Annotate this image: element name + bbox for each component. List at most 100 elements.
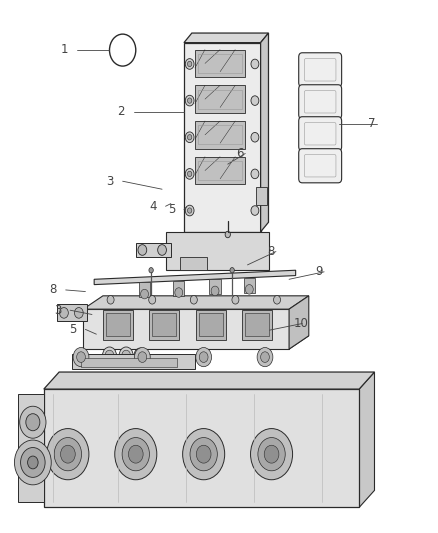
Polygon shape — [83, 309, 289, 349]
Circle shape — [261, 352, 269, 362]
Text: 1: 1 — [60, 43, 68, 56]
Circle shape — [54, 438, 81, 471]
Circle shape — [134, 348, 146, 363]
Circle shape — [20, 406, 46, 438]
Circle shape — [273, 295, 281, 304]
FancyBboxPatch shape — [299, 53, 342, 87]
Bar — [180, 257, 207, 270]
Circle shape — [110, 34, 136, 66]
Circle shape — [251, 96, 259, 106]
Circle shape — [115, 429, 157, 480]
Bar — [149, 310, 179, 340]
Circle shape — [107, 295, 114, 304]
Circle shape — [158, 245, 166, 255]
Polygon shape — [57, 304, 87, 321]
Circle shape — [128, 445, 143, 463]
Bar — [139, 282, 150, 297]
Circle shape — [185, 95, 194, 106]
Text: 9: 9 — [315, 265, 323, 278]
Bar — [81, 358, 177, 367]
Circle shape — [47, 429, 89, 480]
Bar — [173, 281, 184, 296]
Text: 7: 7 — [368, 117, 375, 130]
Circle shape — [187, 61, 192, 67]
Circle shape — [257, 348, 273, 367]
Circle shape — [138, 352, 147, 362]
Circle shape — [251, 429, 293, 480]
Bar — [244, 278, 255, 293]
Circle shape — [134, 348, 150, 367]
Polygon shape — [166, 232, 269, 270]
Circle shape — [138, 245, 147, 255]
FancyBboxPatch shape — [299, 117, 342, 151]
Polygon shape — [94, 270, 296, 285]
Bar — [195, 121, 245, 149]
Circle shape — [251, 206, 259, 215]
Circle shape — [264, 445, 279, 463]
Circle shape — [141, 289, 148, 299]
Circle shape — [187, 208, 192, 213]
Circle shape — [251, 133, 259, 142]
Circle shape — [185, 132, 194, 143]
Bar — [72, 354, 195, 369]
Text: 3: 3 — [54, 304, 61, 317]
Bar — [195, 50, 245, 77]
Bar — [106, 313, 130, 336]
Circle shape — [187, 135, 192, 140]
Text: 4: 4 — [149, 200, 157, 213]
Bar — [199, 313, 223, 336]
Text: 10: 10 — [293, 317, 308, 330]
Circle shape — [230, 268, 234, 273]
Polygon shape — [83, 336, 309, 349]
Circle shape — [251, 169, 259, 179]
Text: 6: 6 — [237, 147, 244, 160]
Circle shape — [211, 286, 219, 296]
Circle shape — [136, 351, 144, 360]
Circle shape — [60, 308, 68, 318]
Circle shape — [196, 348, 212, 367]
Text: 8: 8 — [267, 245, 275, 258]
Polygon shape — [359, 372, 374, 507]
Circle shape — [251, 59, 259, 69]
Polygon shape — [289, 296, 309, 349]
Circle shape — [190, 438, 217, 471]
Circle shape — [28, 456, 38, 469]
Circle shape — [190, 295, 197, 304]
Circle shape — [74, 308, 83, 318]
Polygon shape — [83, 296, 309, 309]
Circle shape — [122, 350, 131, 361]
Circle shape — [187, 171, 192, 176]
Bar — [198, 90, 242, 109]
Circle shape — [225, 231, 230, 238]
Circle shape — [187, 98, 192, 103]
Polygon shape — [184, 43, 261, 232]
Bar — [209, 279, 221, 294]
Polygon shape — [184, 33, 268, 43]
Bar — [198, 125, 242, 144]
Bar — [245, 313, 269, 336]
Circle shape — [149, 295, 156, 304]
Bar — [195, 85, 245, 113]
Bar — [198, 54, 242, 73]
Circle shape — [185, 168, 194, 179]
Circle shape — [21, 448, 45, 478]
Bar — [195, 157, 245, 184]
Circle shape — [26, 414, 40, 431]
Polygon shape — [44, 372, 374, 389]
Circle shape — [77, 352, 85, 362]
Bar — [103, 310, 133, 340]
Circle shape — [232, 295, 239, 304]
Circle shape — [183, 429, 225, 480]
Text: 5: 5 — [168, 203, 175, 216]
Circle shape — [149, 268, 153, 273]
Text: 5: 5 — [69, 323, 77, 336]
Polygon shape — [44, 389, 359, 507]
FancyBboxPatch shape — [299, 149, 342, 183]
Circle shape — [185, 59, 194, 69]
Circle shape — [199, 352, 208, 362]
Circle shape — [14, 440, 51, 485]
Text: 2: 2 — [117, 106, 125, 118]
Bar — [198, 161, 242, 180]
Circle shape — [60, 445, 75, 463]
Text: 3: 3 — [106, 175, 114, 188]
